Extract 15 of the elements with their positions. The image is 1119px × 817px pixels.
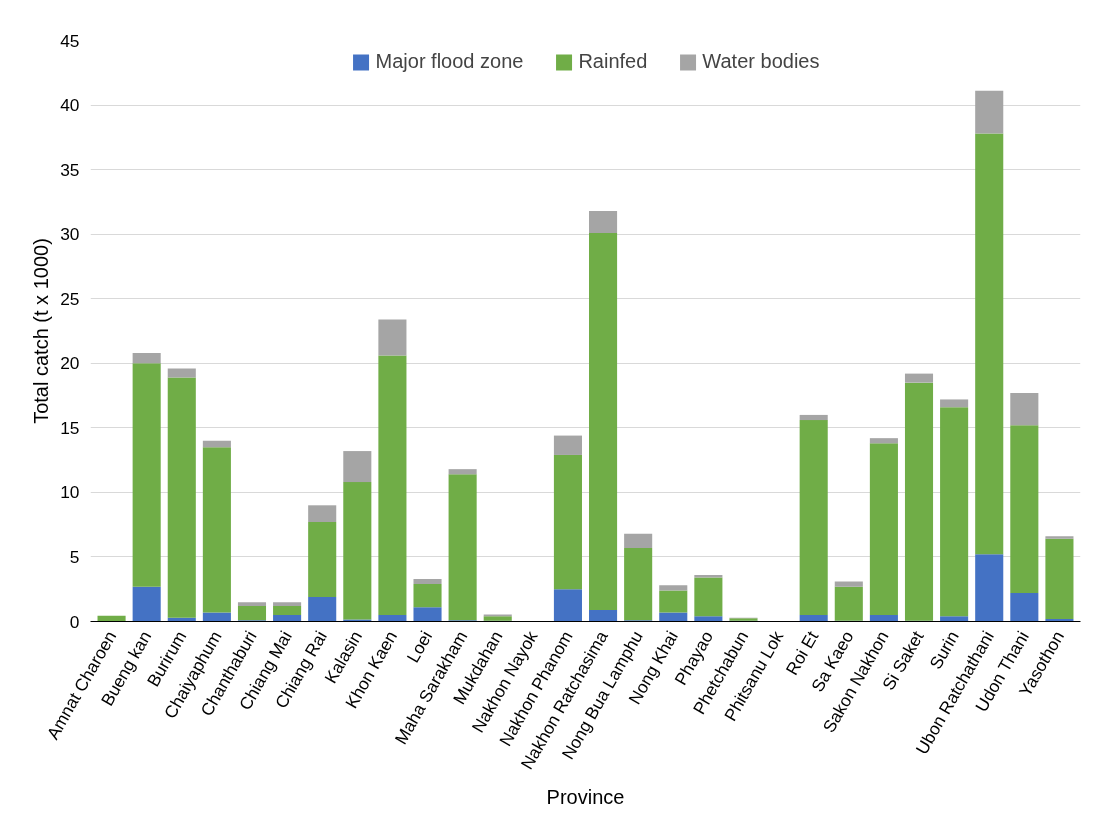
legend-label: Major flood zone xyxy=(375,50,524,73)
y-tick-label: 45 xyxy=(60,30,80,51)
y-tick-label: 20 xyxy=(60,353,80,374)
y-tick-label: 15 xyxy=(60,417,80,438)
x-axis-title: Province xyxy=(546,785,625,808)
y-tick-label: 35 xyxy=(60,159,80,180)
y-tick-label: 30 xyxy=(60,224,80,245)
y-tick-label: 0 xyxy=(69,611,80,632)
legend-label: Rainfed xyxy=(578,50,648,73)
y-tick-label: 40 xyxy=(60,95,80,116)
y-tick-label: 5 xyxy=(69,546,80,567)
y-axis-title: Total catch (t x 1000) xyxy=(30,238,53,424)
y-tick-label: 25 xyxy=(60,288,80,309)
legend-label: Water bodies xyxy=(702,50,820,73)
y-tick-label: 10 xyxy=(60,482,80,503)
